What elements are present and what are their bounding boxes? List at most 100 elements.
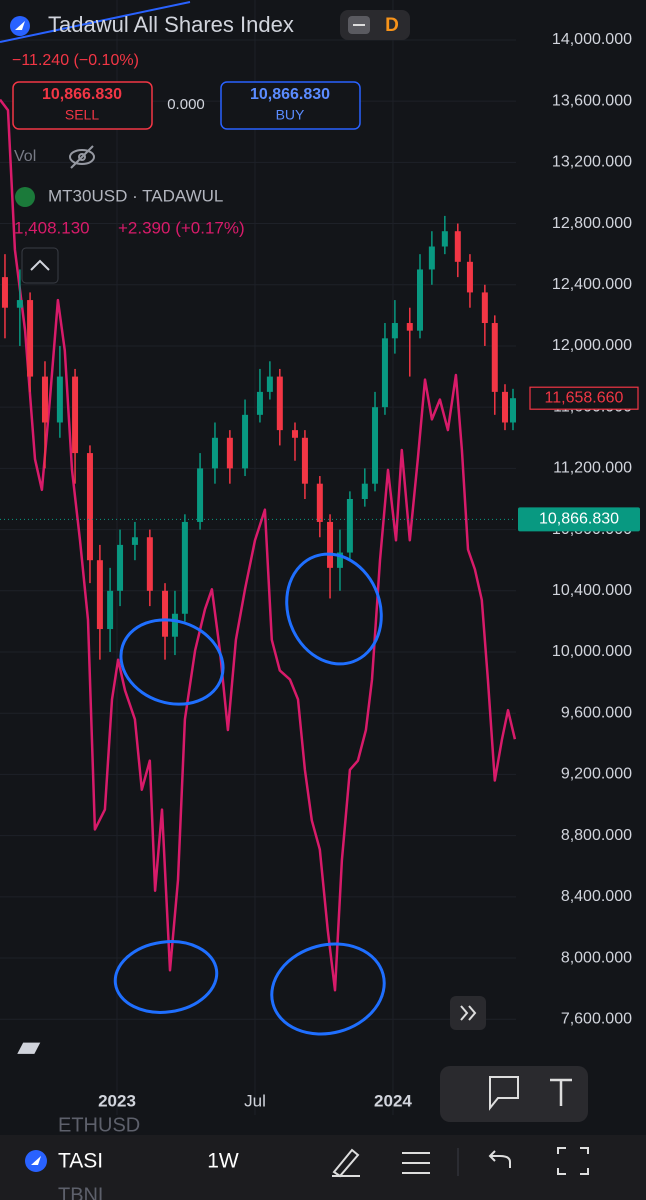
y-tick-label: 8,000.000 [561,949,632,966]
buy-label: BUY [276,107,305,123]
candle-body [72,376,79,454]
candle-body [416,269,423,331]
candle-body [372,407,379,484]
candle-body [316,483,323,522]
annotation-ellipse [270,942,386,1036]
eye-pupil [78,153,86,161]
undo[interactable] [488,1150,511,1168]
y-tick-label: 13,200.000 [552,154,632,171]
drawing-toolbar [440,1066,588,1122]
candle-body [276,376,283,431]
x-tick-label: 2024 [374,1091,412,1110]
draw-tool[interactable] [332,1148,360,1178]
candle-body [336,552,343,568]
candle-body [107,590,114,630]
candle-body [181,521,188,614]
text-tool[interactable] [550,1078,572,1106]
candle-body [86,453,93,561]
candle-body [211,437,218,469]
candle-body [454,231,461,262]
candle-body [266,376,273,392]
x-tick-label: Jul [244,1091,266,1110]
candle-body [466,261,473,293]
y-tick-label: 13,600.000 [552,92,632,109]
x-tick-label: 2023 [98,1091,136,1110]
hide-icon[interactable] [69,145,95,169]
fullscreen[interactable] [557,1147,589,1175]
candle-body [117,544,124,591]
candle-body [441,231,448,247]
peek-symbol: ETHUSD [58,1114,140,1136]
sell-price: 10,866.830 [42,86,122,103]
candle-body [491,323,498,392]
candle-body [162,590,169,637]
y-tick-label: 11,200.000 [553,460,632,477]
buy-button[interactable] [220,81,361,130]
y-tick-label: 14,000.000 [552,31,632,48]
candle-body [226,437,233,469]
settings-tool[interactable] [402,1152,430,1174]
logo: ▰ [17,1030,41,1061]
annotation-ellipse [119,618,225,706]
compare-price: 1,408.130 [14,218,90,237]
candle-body [171,613,178,637]
candle-body [406,323,413,331]
y-tick-label: 10,400.000 [552,582,632,599]
peek-symbol: TBNL [58,1184,109,1200]
candle-body [146,537,153,591]
candle-body [16,300,23,308]
scroll-icon [460,1005,477,1021]
candle-body [56,376,63,423]
candle-body [41,376,48,423]
symbol-icon-arrow [15,21,25,30]
change: −11.240 (−0.10%) [12,52,139,69]
compare-name: MT30USD · TADAWUL [48,186,223,205]
compare-line [0,98,517,992]
candle-body [481,292,488,324]
volume-label: Vol [14,148,36,165]
last-price-badge [529,386,639,410]
candle-body [242,414,249,469]
annotation-ellipse [285,552,383,666]
eye [69,149,95,165]
candle-body [131,537,138,545]
bid-label: 10,866.830 [539,511,619,528]
candle-body [501,391,508,423]
flag-icon [15,187,35,207]
candle-body [27,300,34,377]
annotations [113,552,386,1036]
symbol[interactable]: TASI [58,1150,103,1173]
candle-body [327,521,334,568]
candle-body [291,430,298,438]
last-price-label: 11,658.660 [545,389,624,406]
interval-badge: D [385,15,399,36]
candle-body [1,277,8,308]
bid-badge [518,507,640,532]
y-tick-label: 12,000.000 [552,337,632,354]
collapse-icon [30,259,50,271]
trend-line [0,1,191,43]
candle-body [301,437,308,484]
candle-body [509,398,516,423]
candle-body [361,483,368,499]
y-tick-label: 9,200.000 [561,766,632,783]
candle-body [381,338,388,408]
eye-slash [70,145,94,169]
collapse-button[interactable] [21,247,59,284]
y-tick-label: 9,600.000 [561,704,632,721]
candle-body [256,391,263,415]
sell-label: SELL [65,107,99,123]
spread: 0.000 [167,96,205,113]
y-tick-label: 7,600.000 [561,1010,632,1027]
candle-body [428,246,435,270]
callout-tool[interactable] [489,1076,519,1111]
compare-change: +2.390 (+0.17%) [118,218,245,237]
sell-button[interactable] [12,81,153,130]
bottom-bar [0,1135,646,1200]
annotation-ellipse [113,940,219,1014]
title: Tadawul All Shares Index [48,12,294,37]
candle-body [391,323,398,339]
interval[interactable]: 1W [207,1150,239,1173]
